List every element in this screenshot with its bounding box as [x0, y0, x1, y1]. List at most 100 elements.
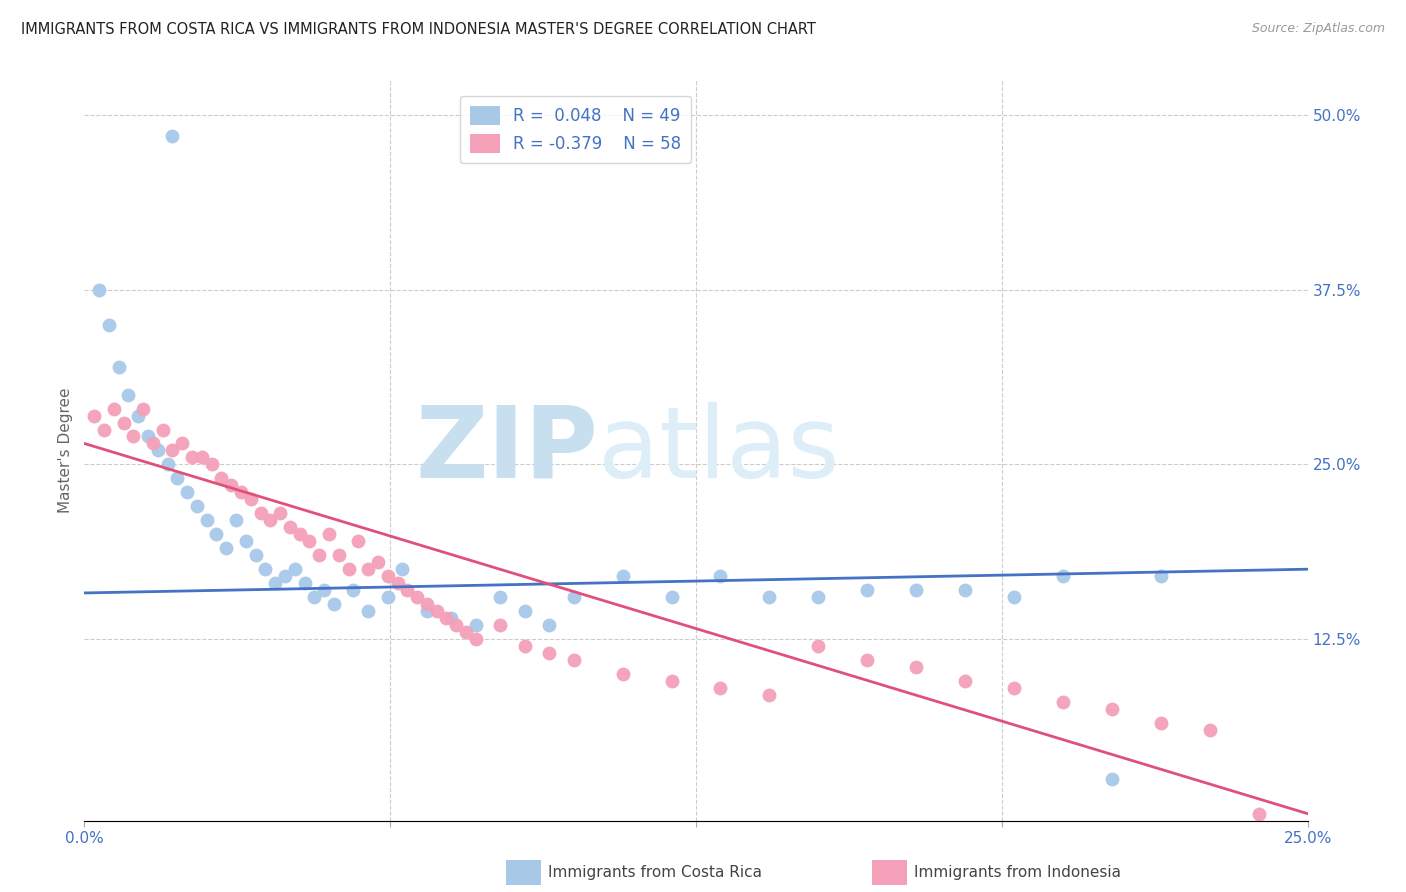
Point	[562, 653, 585, 667]
Point	[387, 576, 409, 591]
Point	[464, 632, 486, 646]
Point	[107, 359, 129, 374]
Point	[357, 604, 380, 618]
Point	[195, 513, 218, 527]
Text: Source: ZipAtlas.com: Source: ZipAtlas.com	[1251, 22, 1385, 36]
Point	[1101, 702, 1123, 716]
Point	[612, 667, 634, 681]
Point	[513, 639, 536, 653]
Point	[953, 673, 976, 688]
Point	[661, 673, 683, 688]
Point	[1101, 772, 1123, 786]
Point	[905, 583, 928, 598]
Point	[314, 583, 336, 598]
Point	[856, 583, 879, 598]
Point	[117, 387, 139, 401]
Point	[416, 604, 439, 618]
Point	[709, 681, 731, 695]
Point	[239, 492, 262, 507]
Point	[406, 590, 429, 604]
Point	[396, 583, 419, 598]
Point	[142, 436, 165, 450]
Point	[513, 604, 536, 618]
Point	[807, 590, 830, 604]
Point	[219, 478, 242, 492]
Point	[391, 562, 413, 576]
Point	[1150, 715, 1173, 730]
Point	[562, 590, 585, 604]
Point	[97, 318, 120, 332]
Point	[132, 401, 155, 416]
Point	[209, 471, 232, 485]
Text: ZIP: ZIP	[415, 402, 598, 499]
Point	[1002, 590, 1025, 604]
Point	[200, 458, 222, 472]
Point	[758, 590, 780, 604]
Point	[304, 590, 326, 604]
Point	[288, 527, 311, 541]
Point	[1052, 695, 1074, 709]
Point	[377, 569, 399, 583]
Point	[83, 409, 105, 423]
Point	[322, 597, 344, 611]
Point	[156, 458, 179, 472]
Point	[191, 450, 214, 465]
Point	[308, 548, 330, 562]
Point	[259, 513, 281, 527]
Point	[440, 611, 463, 625]
Text: atlas: atlas	[598, 402, 839, 499]
Point	[176, 485, 198, 500]
Point	[758, 688, 780, 702]
Text: Immigrants from Indonesia: Immigrants from Indonesia	[914, 865, 1121, 880]
Text: Immigrants from Costa Rica: Immigrants from Costa Rica	[548, 865, 762, 880]
Point	[357, 562, 380, 576]
Point	[709, 569, 731, 583]
Point	[186, 500, 208, 514]
Point	[661, 590, 683, 604]
Point	[1052, 569, 1074, 583]
Point	[87, 283, 110, 297]
Point	[1198, 723, 1220, 737]
Point	[172, 436, 194, 450]
Text: IMMIGRANTS FROM COSTA RICA VS IMMIGRANTS FROM INDONESIA MASTER'S DEGREE CORRELAT: IMMIGRANTS FROM COSTA RICA VS IMMIGRANTS…	[21, 22, 815, 37]
Point	[103, 401, 125, 416]
Point	[136, 429, 159, 443]
Point	[464, 618, 486, 632]
Point	[278, 520, 301, 534]
Y-axis label: Master's Degree: Master's Degree	[58, 388, 73, 513]
Point	[347, 534, 370, 549]
Point	[953, 583, 976, 598]
Point	[377, 590, 399, 604]
Point	[294, 576, 316, 591]
Point	[856, 653, 879, 667]
Point	[166, 471, 188, 485]
Point	[342, 583, 364, 598]
Point	[416, 597, 439, 611]
Point	[146, 443, 169, 458]
Point	[337, 562, 360, 576]
Point	[245, 548, 267, 562]
Point	[436, 611, 458, 625]
Point	[367, 555, 389, 569]
Point	[215, 541, 238, 556]
Point	[162, 443, 184, 458]
Point	[612, 569, 634, 583]
Point	[905, 660, 928, 674]
Point	[229, 485, 252, 500]
Point	[1002, 681, 1025, 695]
Point	[1247, 806, 1270, 821]
Point	[112, 416, 135, 430]
Point	[328, 548, 350, 562]
Point	[538, 618, 561, 632]
Point	[1150, 569, 1173, 583]
Point	[274, 569, 297, 583]
Point	[444, 618, 467, 632]
Point	[93, 423, 115, 437]
Point	[318, 527, 340, 541]
Point	[127, 409, 149, 423]
Point	[205, 527, 228, 541]
Point	[152, 423, 174, 437]
Point	[249, 506, 271, 520]
Point	[122, 429, 145, 443]
Legend: R =  0.048    N = 49, R = -0.379    N = 58: R = 0.048 N = 49, R = -0.379 N = 58	[460, 96, 692, 163]
